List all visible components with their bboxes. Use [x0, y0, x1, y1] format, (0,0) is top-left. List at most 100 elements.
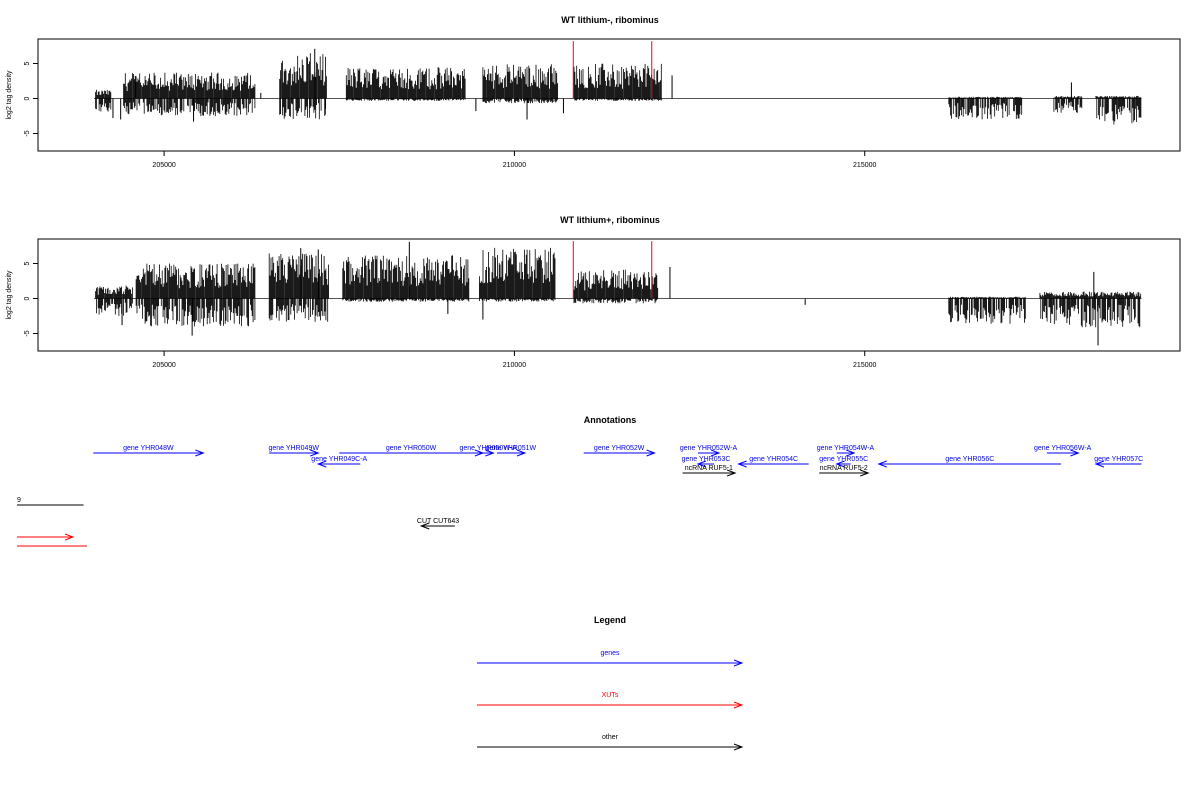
panel-1-signal [94, 48, 1142, 125]
arrow-right-icon [64, 533, 75, 541]
gene-feature: gene YHR049C-A [311, 456, 368, 468]
legend-item: other [477, 734, 744, 751]
arrow-right-icon [726, 469, 737, 477]
signal-reverse-strand [95, 98, 1142, 125]
y-tick-label: 0 [24, 96, 31, 100]
arrow-left-icon [419, 522, 430, 530]
arrow-left-icon [1094, 460, 1105, 468]
y-tick-label: -5 [24, 130, 31, 136]
y-tick-label: 0 [24, 296, 31, 300]
arrow-right-icon [516, 449, 527, 457]
panel-2-xut-markers [572, 241, 653, 299]
panel-1-x-axis: 205000 210000 215000 [152, 151, 877, 169]
arrow-right-icon [846, 449, 856, 457]
feature-label: CUT CUT643 [417, 518, 459, 525]
arrow-right-icon [646, 449, 656, 457]
annotation-features: gene YHR048W gene YHR049W gene YHR049C-A ge… [16, 445, 1143, 547]
gene-feature: gene YHR052W-A [680, 445, 738, 457]
signal-forward-strand [95, 247, 1142, 299]
panel-2-signal [94, 241, 1142, 346]
feature-label: 9 [17, 497, 21, 504]
panel-lithium-plus: WT lithium+, ribominus log2 tag density … [6, 215, 1181, 369]
legend-item: XUTs [477, 692, 744, 709]
arrow-left-icon [835, 460, 845, 468]
feature-label: gene YHR056W-A [1034, 445, 1092, 452]
feature-label: ncRNA RUF5-2 [820, 465, 868, 472]
y-tick-label: -5 [24, 330, 31, 336]
panel-lithium-minus: WT lithium-, ribominus log2 tag density … [6, 15, 1181, 169]
panel-1-xut-markers [572, 41, 653, 99]
arrow-left-icon [696, 460, 707, 468]
panel-1-title: WT lithium-, ribominus [561, 15, 659, 25]
xut-feature [16, 533, 75, 541]
x-tick-label: 215000 [853, 162, 876, 169]
gene-feature: gene YHR051W [486, 445, 537, 457]
arrow-right-icon [485, 449, 495, 457]
feature-label: gene YHR052W-A [680, 445, 738, 452]
x-tick-label: 210000 [503, 362, 526, 369]
feature-label: gene YHR049W [268, 445, 319, 452]
feature-label: gene YHR055C [819, 456, 868, 463]
arrow-right-icon [733, 743, 744, 751]
gene-feature: gene YHR048W [93, 445, 205, 457]
x-tick-label: 205000 [152, 362, 175, 369]
feature-label: ncRNA RUF5-1 [685, 465, 733, 472]
arrow-right-icon [195, 449, 205, 457]
arrow-right-icon [1070, 449, 1080, 457]
x-tick-label: 215000 [853, 362, 876, 369]
feature-label: gene YHR052W [594, 445, 645, 452]
panel-2-x-axis: 205000 210000 215000 [152, 351, 877, 369]
legend-label: genes [600, 650, 620, 657]
feature-label: gene YHR051W [486, 445, 537, 452]
feature-label: gene YHR054W-A [817, 445, 875, 452]
panel-2-title: WT lithium+, ribominus [560, 215, 660, 225]
feature-label: gene YHR049C-A [311, 456, 367, 463]
legend-items: genes XUTs other [477, 650, 744, 751]
gene-feature: gene YHR056C [877, 456, 1061, 468]
x-tick-label: 205000 [152, 162, 175, 169]
feature-label: gene YHR053C [682, 456, 731, 463]
gene-feature: gene YHR054W-A [817, 445, 875, 457]
arrow-left-icon [737, 460, 747, 468]
legend-label: XUTs [602, 692, 619, 699]
arrow-right-icon [733, 659, 744, 667]
arrow-left-icon [316, 460, 327, 468]
panel-2-frame [37, 238, 1181, 352]
other-feature: 9 [16, 497, 84, 506]
feature-label: gene YHR048W [123, 445, 174, 452]
arrow-left-icon [877, 460, 887, 468]
signal-reverse-strand [96, 298, 1141, 328]
x-tick-label: 210000 [503, 162, 526, 169]
y-tick-label: 5 [24, 61, 31, 65]
other-feature: ncRNA RUF5-2 [819, 465, 870, 477]
arrow-right-icon [733, 701, 744, 709]
gene-feature: gene YHR056W-A [1034, 445, 1092, 457]
y-tick-label: 5 [24, 261, 31, 265]
panel-1-y-axis: -5 0 5 [24, 61, 38, 137]
gene-feature: gene YHR049W [268, 445, 320, 457]
feature-label: gene YHR050W-A [459, 445, 517, 452]
arrow-right-icon [860, 469, 870, 477]
arrow-right-icon [710, 449, 721, 457]
panel-2-ylabel: log2 tag density [6, 270, 13, 320]
feature-label: gene YHR057C [1094, 456, 1143, 463]
feature-label: gene YHR056C [945, 456, 994, 463]
gene-feature: gene YHR055C [819, 456, 868, 468]
annotations-track: Annotations gene YHR048W gene YHR049Wgene… [16, 415, 1143, 547]
other-feature: CUT CUT643 [417, 518, 459, 530]
signal-forward-strand [95, 53, 1142, 99]
gene-feature: gene YHR050W-A [459, 445, 517, 457]
feature-label: gene YHR054C [749, 456, 798, 463]
panel-2-y-axis: -5 0 5 [24, 261, 38, 337]
gene-feature: gene YHR053C [682, 456, 731, 468]
gene-feature: gene YHR054C [737, 456, 809, 468]
legend: Legend genes XUTs other [477, 615, 744, 751]
annotations-title: Annotations [584, 415, 637, 425]
gene-feature: gene YHR057C [1094, 456, 1143, 468]
other-feature: ncRNA RUF5-1 [682, 465, 737, 477]
legend-title: Legend [594, 615, 626, 625]
legend-item: genes [477, 650, 744, 667]
feature-label: gene YHR050W [386, 445, 437, 452]
panel-1-ylabel: log2 tag density [6, 70, 13, 120]
